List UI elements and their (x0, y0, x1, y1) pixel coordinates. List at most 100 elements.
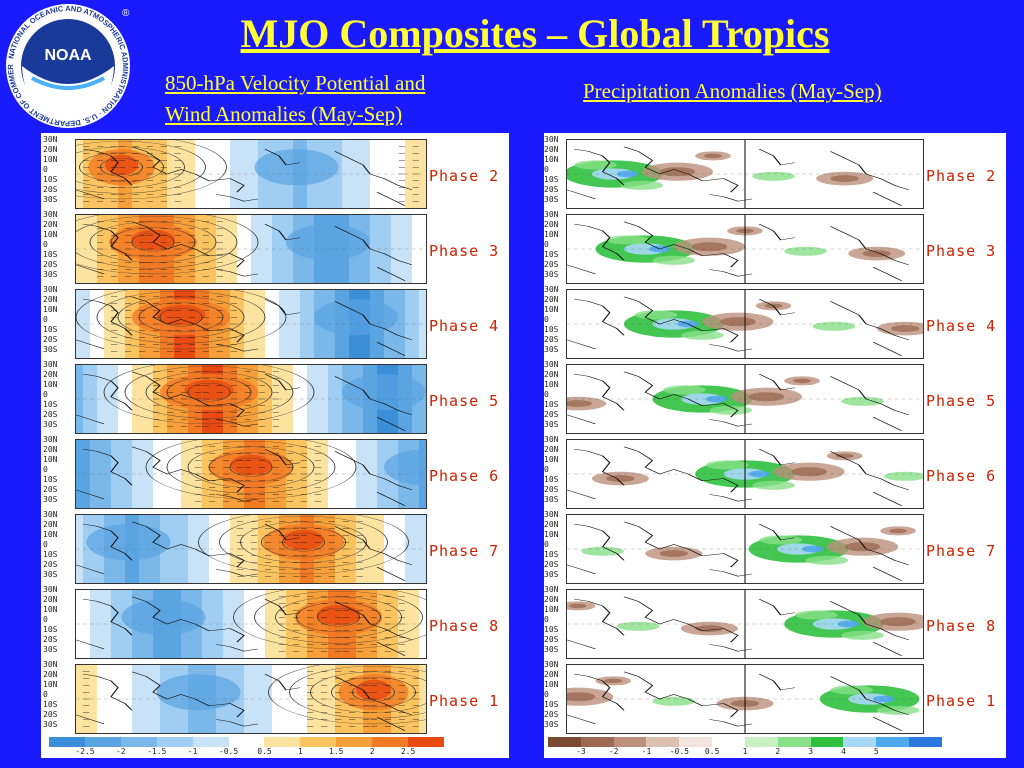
svg-text:®: ® (122, 8, 130, 19)
colorbar-swatch (843, 737, 877, 747)
colorbar-tick-label: -1 (641, 747, 652, 756)
lat-label: 0 (43, 390, 48, 399)
lat-label: 10N (43, 380, 58, 389)
colorbar-swatch (120, 737, 157, 747)
vp-map (75, 289, 427, 359)
vp-map (75, 514, 427, 584)
precip-phase-label: Phase 5 (926, 392, 997, 410)
lat-label: 10S (544, 625, 559, 634)
lat-label: 30S (544, 720, 559, 729)
lat-label: 10N (544, 305, 559, 314)
lat-label: 30S (43, 195, 58, 204)
colorbar-swatch (744, 737, 778, 747)
lat-label: 0 (544, 390, 549, 399)
lat-label: 20N (43, 520, 58, 529)
lat-label: 30S (43, 420, 58, 429)
lat-label: 20S (544, 410, 559, 419)
lat-label: 30N (43, 360, 58, 369)
vp-phase-label: Phase 8 (429, 617, 500, 635)
lat-label: 0 (544, 615, 549, 624)
precip-phase-label: Phase 2 (926, 167, 997, 185)
colorbar-swatch (909, 737, 942, 747)
lat-label: 10N (544, 455, 559, 464)
lat-label: 10N (43, 155, 58, 164)
colorbar-tick-label: -1 (187, 747, 198, 756)
lat-label: 10S (544, 175, 559, 184)
lat-label: 10S (544, 475, 559, 484)
lat-label: 10N (544, 155, 559, 164)
colorbar-tick-label: 2 (775, 747, 781, 756)
vp-phase-row: 30N 20N 10N 0 10S 20S 30S Phase 1 (41, 658, 509, 734)
lat-label: 30N (544, 435, 559, 444)
lat-label: 0 (43, 240, 48, 249)
lat-label: 10N (43, 605, 58, 614)
lat-label: 10S (544, 700, 559, 709)
lat-label: 30N (43, 585, 58, 594)
vp-map (75, 439, 427, 509)
precip-phase-row: 30N 20N 10N 0 10S 20S 30S Phase 4 (544, 283, 1006, 359)
lat-label: 20S (43, 335, 58, 344)
lat-label: 20N (43, 295, 58, 304)
vp-phase-label: Phase 7 (429, 542, 500, 560)
colorbar-swatch (580, 737, 614, 747)
colorbar-tick-label: 1.5 (329, 747, 344, 756)
lat-label: 10N (544, 680, 559, 689)
lat-label: 20S (43, 560, 58, 569)
colorbar-swatch (646, 737, 680, 747)
vp-map (75, 664, 427, 734)
precip-phase-row: 30N 20N 10N 0 10S 20S 30S Phase 3 (544, 208, 1006, 284)
precip-map (566, 364, 924, 434)
lat-label: 10N (544, 380, 559, 389)
lat-label: 30N (544, 210, 559, 219)
lat-label: 10N (43, 530, 58, 539)
lat-label: 20N (544, 670, 559, 679)
lat-label: 20S (544, 335, 559, 344)
colorbar-tick-label: -3 (576, 747, 586, 756)
lat-label: 30S (544, 270, 559, 279)
lat-label: 10S (43, 400, 58, 409)
lat-label: 20S (43, 410, 58, 419)
precip-phase-row: 30N 20N 10N 0 10S 20S 30S Phase 2 (544, 133, 1006, 209)
lat-label: 30N (43, 135, 58, 144)
precip-phase-row: 30N 20N 10N 0 10S 20S 30S Phase 8 (544, 583, 1006, 659)
lat-label: 30N (43, 435, 58, 444)
lat-label: 0 (544, 540, 549, 549)
lat-label: 0 (544, 690, 549, 699)
lat-label: 20N (43, 220, 58, 229)
vp-map (75, 364, 427, 434)
lat-label: 30N (43, 510, 58, 519)
precip-map (566, 664, 924, 734)
vp-map (75, 214, 427, 284)
lat-label: 10N (43, 305, 58, 314)
lat-label: 10S (43, 625, 58, 634)
lat-label: 20S (43, 635, 58, 644)
colorbar-swatch (192, 737, 229, 747)
lat-label: 30S (544, 195, 559, 204)
lat-label: 20N (544, 595, 559, 604)
lat-label: 10N (544, 230, 559, 239)
lat-label: 30S (43, 345, 58, 354)
lat-label: 10S (43, 550, 58, 559)
vp-phase-row: 30N 20N 10N 0 10S 20S 30S Phase 6 (41, 433, 509, 509)
vp-phase-row: 30N 20N 10N 0 10S 20S 30S Phase 2 (41, 133, 509, 209)
lat-label: 20N (544, 520, 559, 529)
vp-map (75, 139, 427, 209)
lat-label: 20S (43, 260, 58, 269)
colorbar-swatch (876, 737, 910, 747)
lat-label: 10S (544, 400, 559, 409)
lat-label: 0 (544, 315, 549, 324)
left-subtitle-line2: Wind Anomalies (May-Sep) (165, 102, 403, 126)
vp-phase-label: Phase 5 (429, 392, 500, 410)
lat-label: 20S (544, 260, 559, 269)
precipitation-panel: 30N 20N 10N 0 10S 20S 30S Phase 2 30N 20N 10N 0 10S 2… (544, 133, 1006, 758)
lat-label: 0 (43, 465, 48, 474)
colorbar-swatch (712, 737, 745, 747)
colorbar-tick-label: -1.5 (147, 747, 167, 756)
lat-label: 20N (43, 370, 58, 379)
noaa-logo: NOAA ® NATIONAL OCEANIC AND ATMOSPHERIC … (0, 0, 136, 130)
lat-label: 30S (544, 345, 559, 354)
lat-label: 20S (544, 485, 559, 494)
lat-label: 0 (43, 690, 48, 699)
colorbar-swatch (408, 737, 444, 747)
lat-label: 30S (43, 270, 58, 279)
